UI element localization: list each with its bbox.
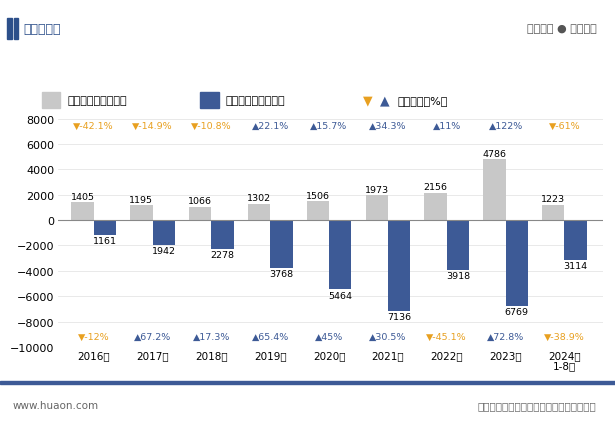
- Text: 2016-2024年8月甘肃省外商投资企业进、出口额: 2016-2024年8月甘肃省外商投资企业进、出口额: [161, 56, 454, 74]
- Text: ▼-12%: ▼-12%: [78, 333, 109, 342]
- Text: 出口总额（万美元）: 出口总额（万美元）: [68, 95, 127, 106]
- Bar: [424, 193, 446, 221]
- Text: ▲22.1%: ▲22.1%: [252, 121, 289, 130]
- Bar: [0, 381, 615, 384]
- Text: 1405: 1405: [71, 193, 95, 201]
- Text: ▲17.3%: ▲17.3%: [192, 333, 230, 342]
- Text: 2278: 2278: [210, 250, 234, 260]
- Bar: [153, 221, 175, 245]
- Bar: [130, 205, 153, 221]
- Text: ▲: ▲: [379, 94, 389, 107]
- Bar: [270, 221, 293, 268]
- Text: ▲72.8%: ▲72.8%: [487, 333, 524, 342]
- Text: ▼-42.1%: ▼-42.1%: [73, 121, 114, 130]
- Bar: [200, 93, 218, 109]
- Text: www.huaon.com: www.huaon.com: [12, 400, 98, 410]
- Bar: [71, 203, 93, 221]
- Bar: [212, 221, 234, 249]
- Text: 3768: 3768: [269, 270, 293, 279]
- Text: 3114: 3114: [563, 261, 588, 270]
- Text: ▼: ▼: [363, 94, 372, 107]
- Text: 1161: 1161: [93, 236, 117, 245]
- Text: ▲67.2%: ▲67.2%: [134, 333, 171, 342]
- Text: 1066: 1066: [188, 197, 212, 206]
- Text: 1195: 1195: [129, 195, 153, 204]
- Text: ▲30.5%: ▲30.5%: [369, 333, 407, 342]
- Text: 7136: 7136: [387, 312, 411, 321]
- Text: ▲122%: ▲122%: [488, 121, 523, 130]
- Text: 1302: 1302: [247, 194, 271, 203]
- Text: ▲65.4%: ▲65.4%: [252, 333, 289, 342]
- Bar: [189, 207, 212, 221]
- Bar: [93, 221, 116, 235]
- Bar: [542, 205, 565, 221]
- Text: ▲34.3%: ▲34.3%: [369, 121, 407, 130]
- Text: 6769: 6769: [505, 308, 529, 317]
- Text: 5464: 5464: [328, 291, 352, 300]
- Text: 1506: 1506: [306, 191, 330, 200]
- Bar: [248, 204, 270, 221]
- Text: 专业严谨 ● 客观科学: 专业严谨 ● 客观科学: [527, 24, 597, 35]
- Bar: [7, 19, 12, 40]
- Bar: [365, 196, 388, 221]
- Bar: [307, 201, 329, 221]
- Text: 4786: 4786: [482, 150, 506, 159]
- Text: ▼-45.1%: ▼-45.1%: [426, 333, 467, 342]
- Bar: [483, 160, 506, 221]
- Text: ▲15.7%: ▲15.7%: [311, 121, 347, 130]
- Text: ▼-14.9%: ▼-14.9%: [132, 121, 173, 130]
- Text: ▼-38.9%: ▼-38.9%: [544, 333, 585, 342]
- Bar: [42, 93, 60, 109]
- Text: 数据来源：中国海关，华经产业研究院整理: 数据来源：中国海关，华经产业研究院整理: [478, 400, 597, 410]
- Text: 3918: 3918: [446, 271, 470, 280]
- Text: 1942: 1942: [152, 246, 176, 256]
- Text: ▼-10.8%: ▼-10.8%: [191, 121, 232, 130]
- Bar: [388, 221, 410, 311]
- Bar: [329, 221, 351, 290]
- Text: 2156: 2156: [424, 183, 448, 192]
- Text: 进口总额（万美元）: 进口总额（万美元）: [226, 95, 285, 106]
- Bar: [565, 221, 587, 260]
- Text: 同比增速（%）: 同比增速（%）: [397, 95, 448, 106]
- Text: ▲45%: ▲45%: [315, 333, 343, 342]
- Text: 1223: 1223: [541, 195, 565, 204]
- Text: 华经情报网: 华经情报网: [23, 23, 61, 36]
- Text: ▼-61%: ▼-61%: [549, 121, 581, 130]
- Bar: [14, 19, 18, 40]
- Text: ▲11%: ▲11%: [432, 121, 461, 130]
- Bar: [506, 221, 528, 306]
- Text: 1973: 1973: [365, 185, 389, 194]
- Bar: [446, 221, 469, 270]
